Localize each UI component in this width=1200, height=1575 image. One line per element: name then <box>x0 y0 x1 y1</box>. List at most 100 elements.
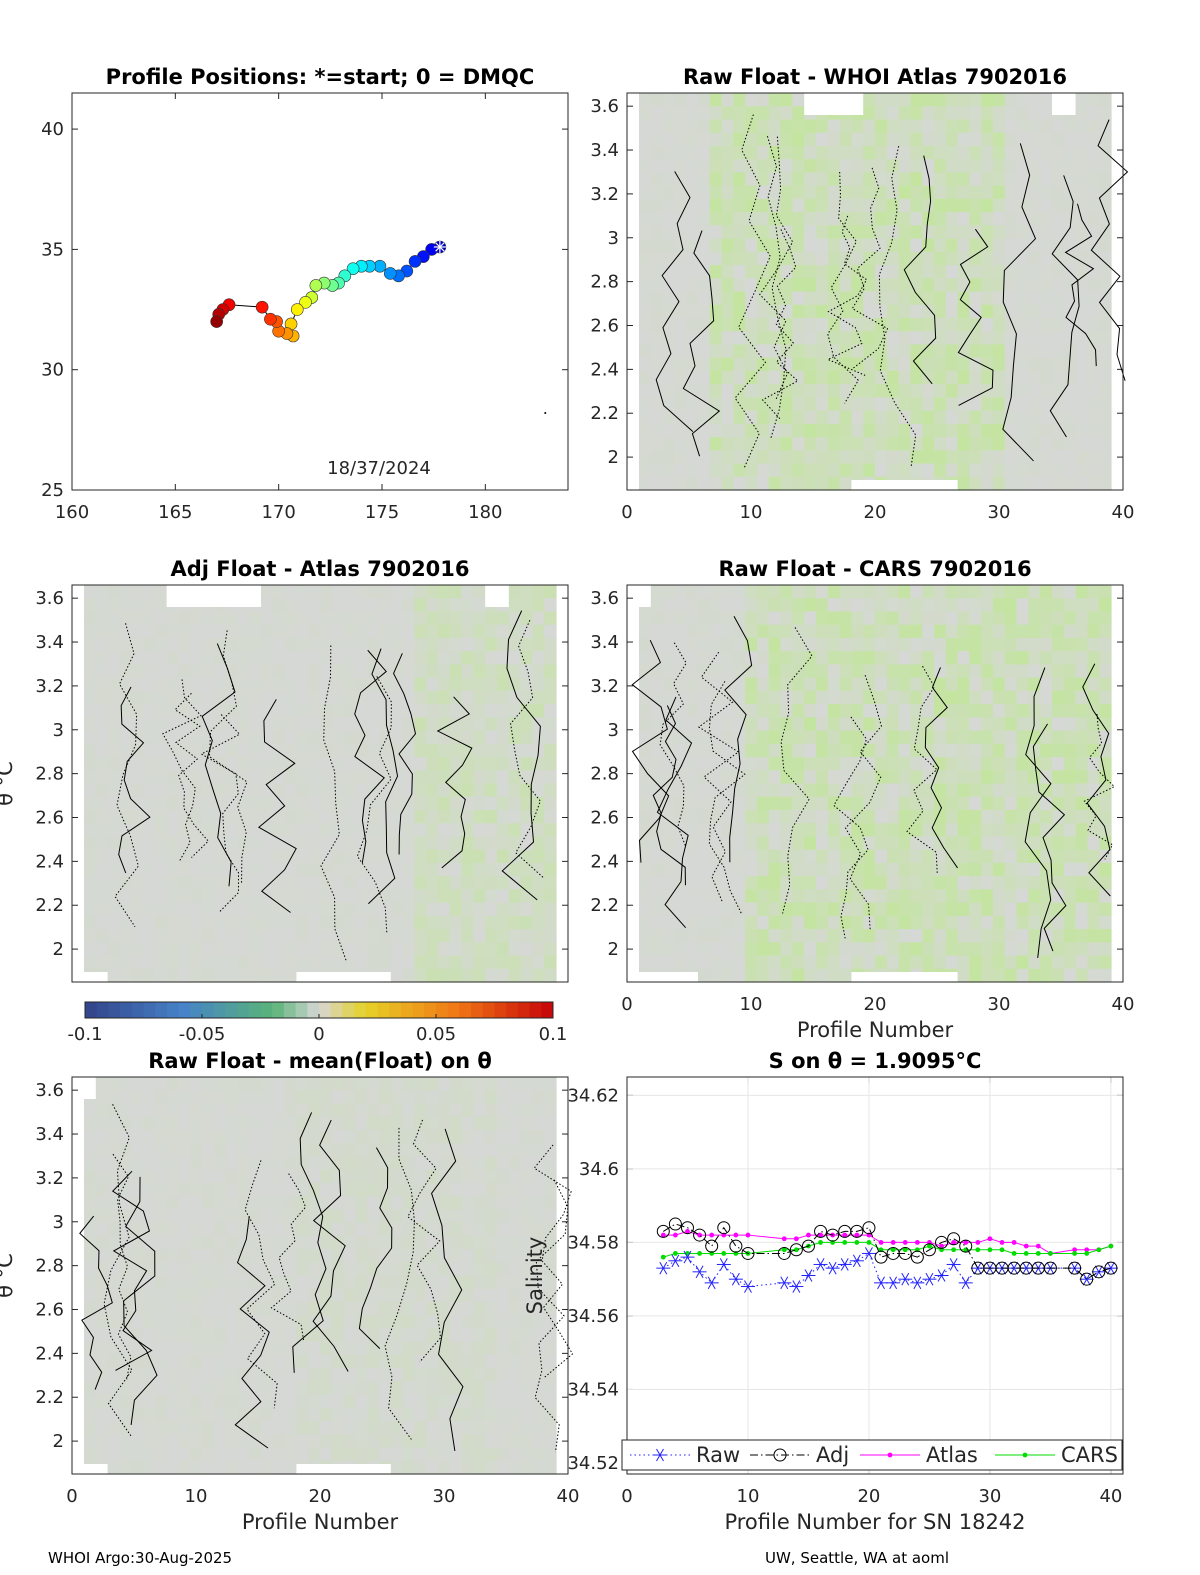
heatmap-cell <box>296 1182 309 1197</box>
heatmap-cell <box>261 929 274 943</box>
heatmap-cell <box>1099 172 1112 187</box>
heatmap-cell <box>993 730 1006 745</box>
heatmap-cell <box>107 730 120 745</box>
heatmap-cell <box>461 1129 474 1144</box>
heatmap-cell <box>662 585 675 599</box>
heatmap-cell <box>709 664 723 679</box>
heatmap-cell <box>945 423 959 438</box>
heatmap-cell <box>934 717 947 732</box>
heatmap-cell <box>143 796 156 811</box>
heatmap-cell <box>343 1169 356 1184</box>
heatmap-cell <box>154 770 168 785</box>
heatmap-cell <box>957 331 970 346</box>
heatmap-cell <box>390 1434 404 1449</box>
heatmap-cell <box>95 743 109 758</box>
heatmap-cell <box>886 955 900 970</box>
heatmap-cell <box>1087 423 1100 438</box>
heatmap-cell <box>780 585 793 599</box>
heatmap-cell <box>402 585 415 599</box>
heatmap-cell <box>804 637 817 652</box>
heatmap-cell <box>1028 876 1041 890</box>
heatmap-cell <box>379 809 392 824</box>
heatmap-cell <box>296 1275 309 1290</box>
heatmap-cell <box>296 809 309 824</box>
heatmap-cell <box>178 637 191 652</box>
heatmap-cell <box>1004 823 1018 838</box>
heatmap-cell <box>296 1222 309 1237</box>
heatmap-cell <box>261 1103 274 1118</box>
heatmap-cell <box>449 1090 463 1105</box>
heatmap-cell <box>1028 915 1041 930</box>
heatmap-cell <box>698 585 711 599</box>
heatmap-cell <box>202 1129 215 1144</box>
heatmap-cell <box>1052 902 1065 917</box>
heatmap-cell <box>698 823 711 838</box>
heatmap-cell <box>780 278 793 293</box>
heatmap-cell <box>497 1341 510 1356</box>
heatmap-cell <box>898 410 911 425</box>
contour-line <box>759 136 794 401</box>
heatmap-cell <box>485 730 498 745</box>
heatmap-cell <box>497 1262 510 1277</box>
heatmap-cell <box>390 730 404 745</box>
heatmap-cell <box>320 1301 333 1316</box>
heatmap-cell <box>166 1421 179 1435</box>
heatmap-cell <box>343 677 356 692</box>
heatmap-cell <box>945 185 959 200</box>
heatmap-cell <box>249 624 262 639</box>
heatmap-cell <box>1016 278 1029 293</box>
heatmap-cell <box>84 862 97 877</box>
heatmap-cell <box>390 1447 404 1462</box>
heatmap-cell <box>331 1407 345 1422</box>
heatmap-cell <box>320 1368 333 1382</box>
heatmap-cell <box>851 611 864 626</box>
heatmap-cell <box>804 796 817 811</box>
heatmap-cell <box>154 1328 168 1343</box>
heatmap-cell <box>308 1275 321 1290</box>
heatmap-cell <box>296 1315 309 1330</box>
heatmap-cell <box>284 796 297 811</box>
heatmap-cell <box>875 265 888 279</box>
heatmap-cell <box>119 902 132 917</box>
heatmap-cell <box>993 757 1006 771</box>
heatmap-cell <box>1063 225 1077 240</box>
heatmap-cell <box>497 1090 510 1105</box>
heatmap-cell <box>886 664 900 679</box>
heatmap-cell <box>497 1182 510 1197</box>
heatmap-cell <box>320 942 333 957</box>
heatmap-cell <box>875 357 888 372</box>
heatmap-cell <box>414 1116 427 1131</box>
heatmap-cell <box>438 1288 451 1303</box>
heatmap-cell <box>969 212 982 226</box>
heatmap-cell <box>721 889 734 904</box>
heatmap-cell <box>1087 730 1100 745</box>
heatmap-cell <box>308 1262 321 1277</box>
heatmap-cell <box>639 796 652 811</box>
heatmap-cell <box>686 198 699 213</box>
heatmap-cell <box>957 159 970 173</box>
heatmap-cell <box>898 437 911 451</box>
heatmap-cell <box>202 1196 215 1210</box>
heatmap-cell <box>166 1222 179 1237</box>
heatmap-cell <box>320 598 333 613</box>
heatmap-cell <box>780 664 793 679</box>
heatmap-cell <box>119 1288 132 1303</box>
heatmap-cell <box>225 955 238 970</box>
heatmap-cell <box>827 611 841 626</box>
heatmap-cell <box>95 1447 109 1462</box>
heatmap-cell <box>225 902 238 917</box>
heatmap-cell <box>485 1447 498 1462</box>
heatmap-cell <box>698 317 711 332</box>
heatmap-cell <box>686 585 699 599</box>
heatmap-cell <box>166 1143 179 1157</box>
heatmap-cell <box>721 796 734 811</box>
heatmap-cell <box>237 743 250 758</box>
heatmap-cell <box>449 664 463 679</box>
heatmap-cell <box>957 955 970 970</box>
heatmap-cell <box>875 397 888 412</box>
heatmap-cell <box>910 809 923 824</box>
heatmap-cell <box>402 677 415 692</box>
heatmap-cell <box>414 876 427 890</box>
heatmap-cell <box>178 1447 191 1462</box>
x-tick-label: 20 <box>864 502 887 523</box>
